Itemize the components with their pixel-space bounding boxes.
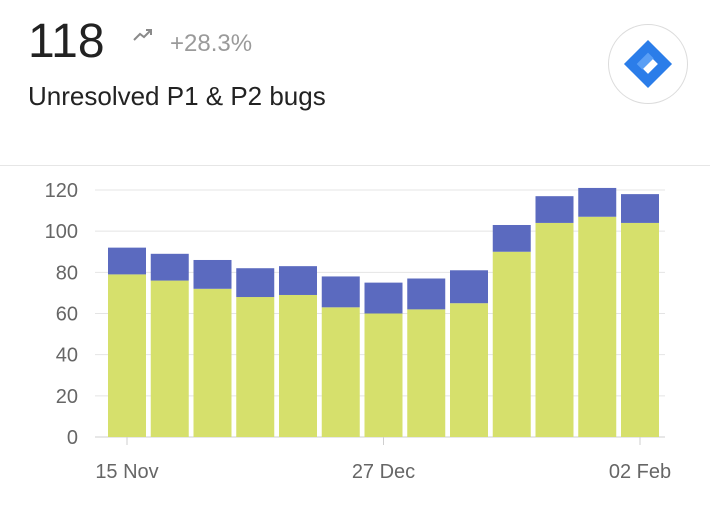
bar-top-segment [150, 253, 189, 281]
bar-base-segment [321, 307, 360, 437]
bar-top-segment [621, 194, 659, 223]
bar-top-segment [364, 282, 403, 314]
kpi-header: 118 +28.3% Unresolved P1 & P2 bugs [0, 0, 710, 165]
bar-base-segment [578, 216, 617, 437]
bar-top-segment [492, 224, 531, 252]
bar-base-segment [108, 274, 146, 437]
bar-top-segment [450, 270, 488, 304]
jira-logo-icon [608, 24, 688, 104]
bar-base-segment [193, 288, 232, 437]
x-tick-label: 02 Feb [609, 461, 671, 483]
y-tick-label: 100 [45, 221, 78, 243]
bar-base-segment [364, 313, 403, 437]
y-tick-label: 80 [56, 262, 78, 284]
x-tick-label: 15 Nov [95, 461, 158, 483]
bar-top-segment [407, 278, 446, 310]
bar-base-segment [535, 222, 574, 437]
header-divider [0, 165, 710, 166]
bar-top-segment [108, 247, 146, 275]
stacked-bar-chart: 0 20 40 60 80 100 120 15 Nov 27 Dec 02 Feb [45, 180, 672, 483]
bar-base-segment [279, 294, 317, 437]
bar-base-segment [407, 309, 446, 437]
trending-up-icon [133, 29, 152, 41]
y-tick-label: 20 [56, 386, 78, 408]
y-tick-label: 0 [67, 427, 78, 449]
kpi-subtitle: Unresolved P1 & P2 bugs [28, 81, 326, 111]
bar-base-segment [450, 303, 488, 437]
bar-top-segment [193, 259, 232, 289]
y-tick-label: 40 [56, 345, 78, 367]
bar-top-segment [236, 268, 275, 298]
kpi-change: +28.3% [170, 30, 253, 57]
y-tick-label: 60 [56, 304, 78, 326]
bar-base-segment [621, 222, 659, 437]
bar-base-segment [236, 297, 275, 437]
kpi-value: 118 [28, 15, 105, 68]
bar-top-segment [535, 196, 574, 223]
y-tick-label: 120 [45, 180, 78, 202]
bar-top-segment [279, 266, 317, 295]
bar-base-segment [492, 251, 531, 437]
bar-top-segment [578, 187, 617, 217]
x-tick-label: 27 Dec [352, 461, 415, 483]
bar-top-segment [321, 276, 360, 308]
bar-base-segment [150, 280, 189, 437]
